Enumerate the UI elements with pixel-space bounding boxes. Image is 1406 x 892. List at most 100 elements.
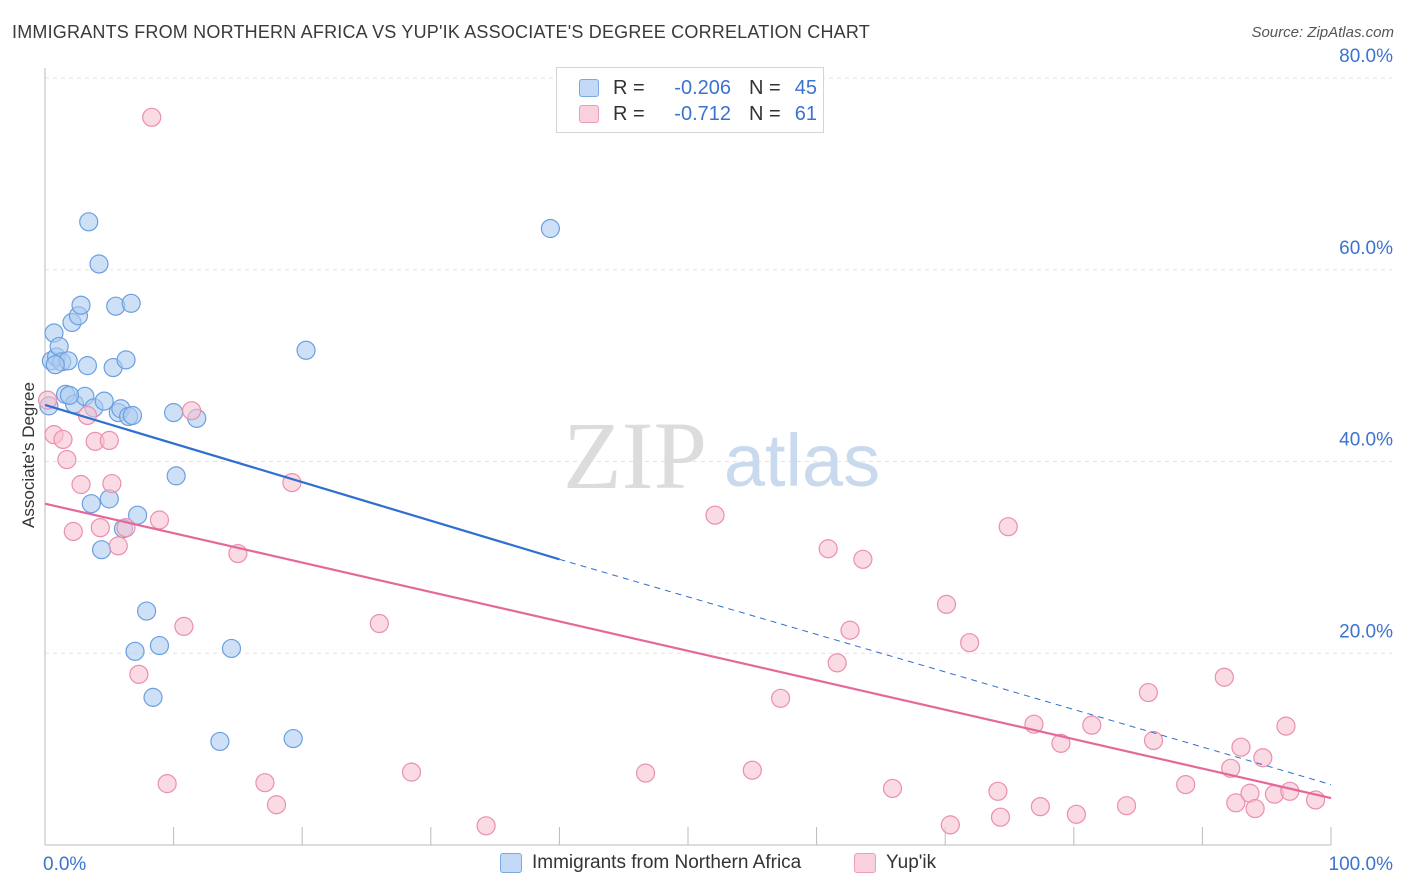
legend-row-northern-africa: R = -0.206 N = 45 (579, 77, 817, 99)
correlation-legend: R = -0.206 N = 45 R = -0.712 N = 61 (556, 67, 824, 133)
legend-label: Immigrants from Northern Africa (532, 852, 802, 873)
x-tick-label: 0.0% (43, 854, 86, 875)
legend-r-label: R = (613, 102, 645, 125)
yupik-point (882, 778, 903, 799)
northern-africa-point (81, 494, 101, 514)
yupik-point (1221, 758, 1241, 778)
yupik-point (99, 430, 119, 451)
yupik-point (1253, 748, 1273, 768)
yupik-point (401, 762, 422, 782)
yupik-point (1066, 804, 1086, 824)
yupik-trend-line (44, 502, 1332, 800)
grid-lines (45, 77, 1392, 654)
yupik-point (742, 760, 762, 780)
northern-africa-point (89, 254, 109, 274)
yupik-point (182, 401, 202, 421)
yupik-point (827, 653, 847, 673)
y-tick-label: 20.0% (1339, 621, 1393, 642)
legend-n-value: 45 (794, 76, 817, 99)
yupik-point (1276, 716, 1296, 736)
yupik-point (1082, 715, 1102, 735)
northern-africa-point (125, 641, 145, 661)
y-tick-labels: 20.0% 40.0% 60.0% 80.0% (1339, 46, 1393, 642)
watermark-zip: ZIP (563, 402, 707, 509)
yupik-point (53, 429, 73, 450)
yupik-point (102, 473, 122, 494)
northern-africa-point (143, 687, 163, 707)
northern-africa-point (540, 218, 560, 239)
trend-lines (44, 403, 1332, 800)
northern-africa-point (91, 540, 112, 560)
yupik-point (63, 521, 83, 542)
yupik-point (960, 633, 980, 653)
yupik-point (1280, 781, 1300, 801)
yupik-point (1214, 667, 1234, 687)
yupik-point (990, 807, 1011, 827)
northern-africa-point (221, 638, 242, 659)
legend-r-value: -0.712 (674, 102, 731, 125)
northern-africa-point (94, 391, 114, 411)
northern-africa-point (121, 293, 141, 313)
yupik-point (705, 505, 725, 525)
yupik-point (174, 616, 194, 637)
chart-title: IMMIGRANTS FROM NORTHERN AFRICA VS YUP'I… (12, 22, 870, 42)
y-tick-label: 40.0% (1339, 430, 1393, 451)
northern-africa-trend-extension (559, 558, 1332, 786)
legend-swatch-blue (500, 853, 522, 873)
northern-africa-point (210, 731, 230, 752)
yupik-point (129, 664, 149, 684)
legend-r-label: R = (613, 76, 645, 99)
y-axis-label: Associate's Degree (19, 382, 38, 528)
northern-africa-trend-line (44, 403, 560, 561)
yupik-point (988, 781, 1008, 801)
yupik-point (255, 773, 275, 793)
yupik-point (71, 474, 91, 495)
northern-africa-point (136, 601, 157, 621)
yupik-point (266, 795, 287, 815)
yupik-point (1176, 774, 1196, 795)
legend-swatch-pink (854, 853, 876, 873)
legend-n-label: N = (749, 102, 781, 125)
legend-swatch-pink (579, 105, 599, 123)
yupik-point (57, 449, 77, 470)
yupik-point (37, 390, 58, 410)
yupik-point (770, 688, 791, 708)
yupik-point (998, 517, 1018, 537)
yupik-point (1138, 682, 1158, 703)
yupik-point (936, 594, 957, 614)
legend-row-yupik: R = -0.712 N = 61 (579, 103, 817, 125)
northern-africa-point (122, 405, 143, 426)
yupik-point (149, 510, 170, 530)
yupik-point (1245, 798, 1265, 819)
source-label: Source: ZipAtlas.com (1251, 24, 1394, 41)
northern-africa-point (71, 295, 91, 315)
yupik-point (1231, 737, 1251, 757)
yupik-point (90, 518, 110, 538)
yupik-point (840, 620, 860, 640)
northern-africa-point (77, 356, 98, 376)
yupik-point (940, 815, 960, 835)
yupik-point (157, 774, 177, 794)
legend-item-northern-africa: Immigrants from Northern Africa (500, 852, 801, 874)
axes (44, 68, 1332, 846)
yupik-point (1226, 793, 1246, 813)
northern-africa-point (59, 385, 80, 405)
northern-africa-point (45, 355, 65, 375)
northern-africa-point (116, 350, 136, 370)
northern-africa-point (166, 466, 186, 486)
yupik-point (108, 536, 128, 556)
legend-r-value: -0.206 (674, 76, 731, 99)
northern-africa-point (164, 403, 184, 423)
yupik-point (142, 107, 162, 127)
yupik-point (369, 613, 389, 634)
x-tick-labels: 0.0% 100.0% (43, 854, 1393, 875)
legend-n-value: 61 (794, 102, 817, 125)
yupik-point (476, 816, 496, 836)
northern-africa-point (296, 340, 316, 360)
yupik-point (818, 539, 838, 559)
legend-label: Yup'ik (886, 852, 937, 873)
northern-africa-point (283, 728, 303, 749)
legend-item-yupik: Yup'ik (854, 852, 936, 874)
yupik-point (635, 763, 656, 783)
